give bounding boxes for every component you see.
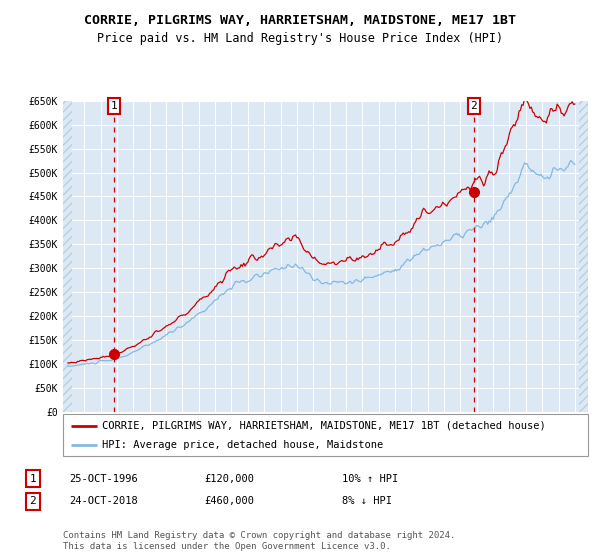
Text: 8% ↓ HPI: 8% ↓ HPI (342, 496, 392, 506)
Text: 2: 2 (470, 101, 477, 111)
Text: This data is licensed under the Open Government Licence v3.0.: This data is licensed under the Open Gov… (63, 542, 391, 551)
Text: HPI: Average price, detached house, Maidstone: HPI: Average price, detached house, Maid… (103, 440, 383, 450)
Text: £460,000: £460,000 (204, 496, 254, 506)
Text: 10% ↑ HPI: 10% ↑ HPI (342, 474, 398, 484)
FancyBboxPatch shape (63, 414, 588, 456)
Text: CORRIE, PILGRIMS WAY, HARRIETSHAM, MAIDSTONE, ME17 1BT (detached house): CORRIE, PILGRIMS WAY, HARRIETSHAM, MAIDS… (103, 421, 546, 431)
Text: £120,000: £120,000 (204, 474, 254, 484)
Text: 25-OCT-1996: 25-OCT-1996 (69, 474, 138, 484)
Text: 1: 1 (29, 474, 37, 484)
Text: CORRIE, PILGRIMS WAY, HARRIETSHAM, MAIDSTONE, ME17 1BT: CORRIE, PILGRIMS WAY, HARRIETSHAM, MAIDS… (84, 14, 516, 27)
Text: 1: 1 (110, 101, 117, 111)
Text: 24-OCT-2018: 24-OCT-2018 (69, 496, 138, 506)
Text: 2: 2 (29, 496, 37, 506)
Text: Price paid vs. HM Land Registry's House Price Index (HPI): Price paid vs. HM Land Registry's House … (97, 32, 503, 45)
Text: Contains HM Land Registry data © Crown copyright and database right 2024.: Contains HM Land Registry data © Crown c… (63, 531, 455, 540)
